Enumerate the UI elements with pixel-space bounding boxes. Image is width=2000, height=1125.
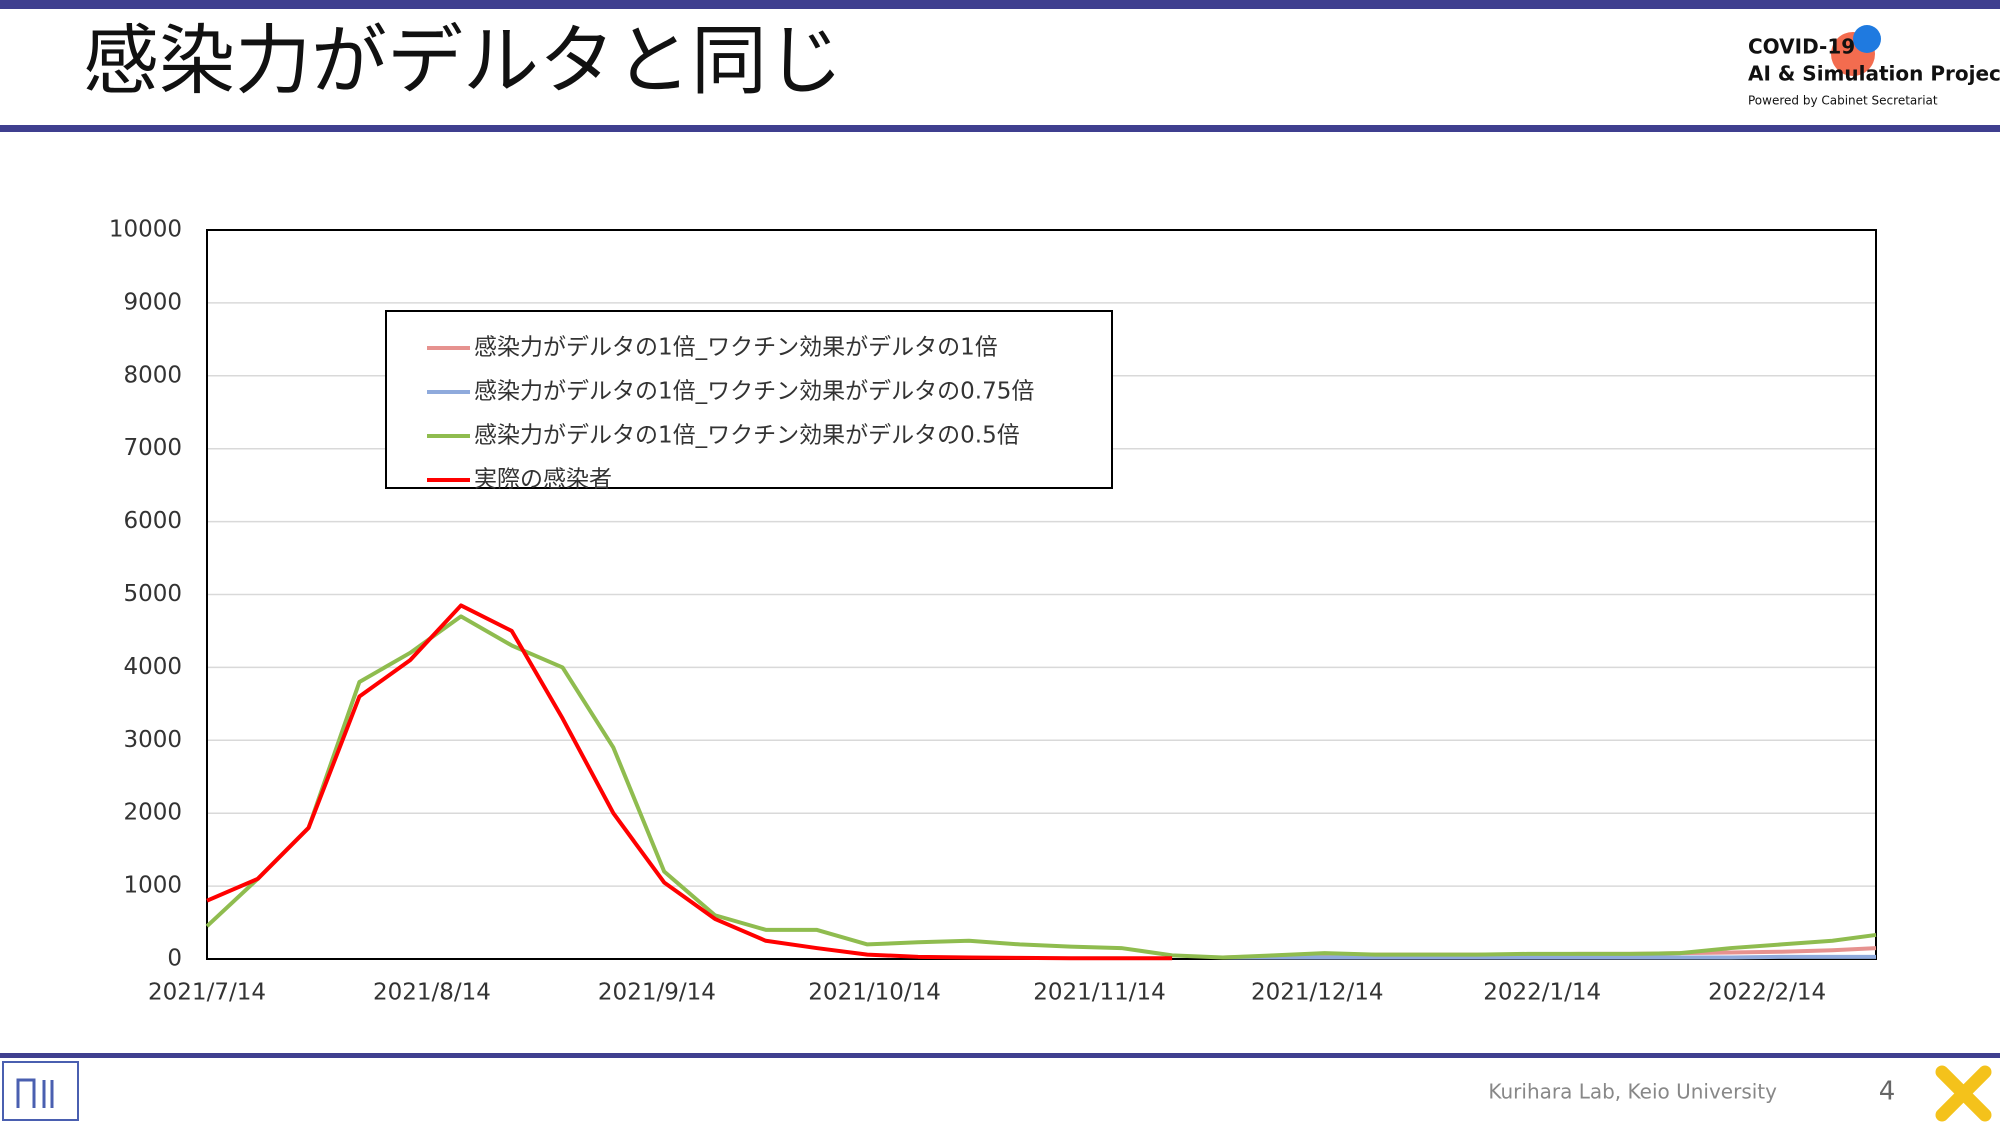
legend-label: 感染力がデルタの1倍_ワクチン効果がデルタの0.75倍 — [474, 379, 1034, 405]
y-tick-label: 6000 — [123, 508, 182, 534]
y-tick-label: 3000 — [123, 727, 182, 753]
x-tick-label: 2022/2/14 — [1708, 980, 1826, 1006]
x-tick-label: 2021/12/14 — [1251, 980, 1384, 1006]
y-tick-label: 5000 — [123, 581, 182, 607]
x-tick-label: 2021/8/14 — [373, 980, 491, 1006]
x-tick-label: 2021/11/14 — [1033, 980, 1166, 1006]
logo-dot — [1853, 25, 1881, 53]
legend-box — [385, 310, 1113, 489]
legend-label: 感染力がデルタの1倍_ワクチン効果がデルタの1倍 — [474, 335, 998, 361]
y-tick-label: 4000 — [123, 654, 182, 680]
x-tick-label: 2022/1/14 — [1483, 980, 1601, 1006]
y-tick-label: 2000 — [123, 800, 182, 826]
x-tick-label: 2021/7/14 — [148, 980, 266, 1006]
footer-rule — [0, 1053, 2000, 1058]
series-line — [1222, 954, 1876, 960]
legend-label: 感染力がデルタの1倍_ワクチン効果がデルタの0.5倍 — [474, 423, 1020, 449]
y-tick-label: 10000 — [109, 217, 182, 243]
logo-text: COVID-19 — [1748, 35, 1855, 59]
y-tick-label: 0 — [167, 946, 182, 972]
logo-text: Powered by Cabinet Secretariat — [1748, 94, 1938, 108]
chart: 0 1000 2000 3000 4000 5000 6000 7000 8000 9000 100… — [109, 217, 1877, 1006]
series-line — [205, 614, 1877, 960]
y-tick-label: 7000 — [123, 435, 182, 461]
lab-logo — [2, 1061, 79, 1121]
logo-text: AI & Simulation Project — [1748, 62, 2000, 86]
header-rule — [0, 125, 2000, 132]
series-line — [206, 603, 1173, 961]
y-tick-label: 9000 — [123, 289, 182, 315]
slide-title: 感染力がデルタと同じ — [83, 16, 843, 105]
top-bar — [0, 0, 2000, 9]
page-number: 4 — [1879, 1077, 1896, 1107]
lab-logo-mark — [16, 1078, 54, 1108]
x-tick-label: 2021/9/14 — [598, 980, 716, 1006]
x-tick-label: 2021/10/14 — [808, 980, 941, 1006]
y-tick-label: 8000 — [123, 362, 182, 388]
footer-credit: Kurihara Lab, Keio University — [1488, 1080, 1777, 1104]
legend-label: 実際の感染者 — [474, 467, 612, 493]
corner-logo — [1935, 1065, 1992, 1122]
y-tick-label: 1000 — [123, 873, 182, 899]
